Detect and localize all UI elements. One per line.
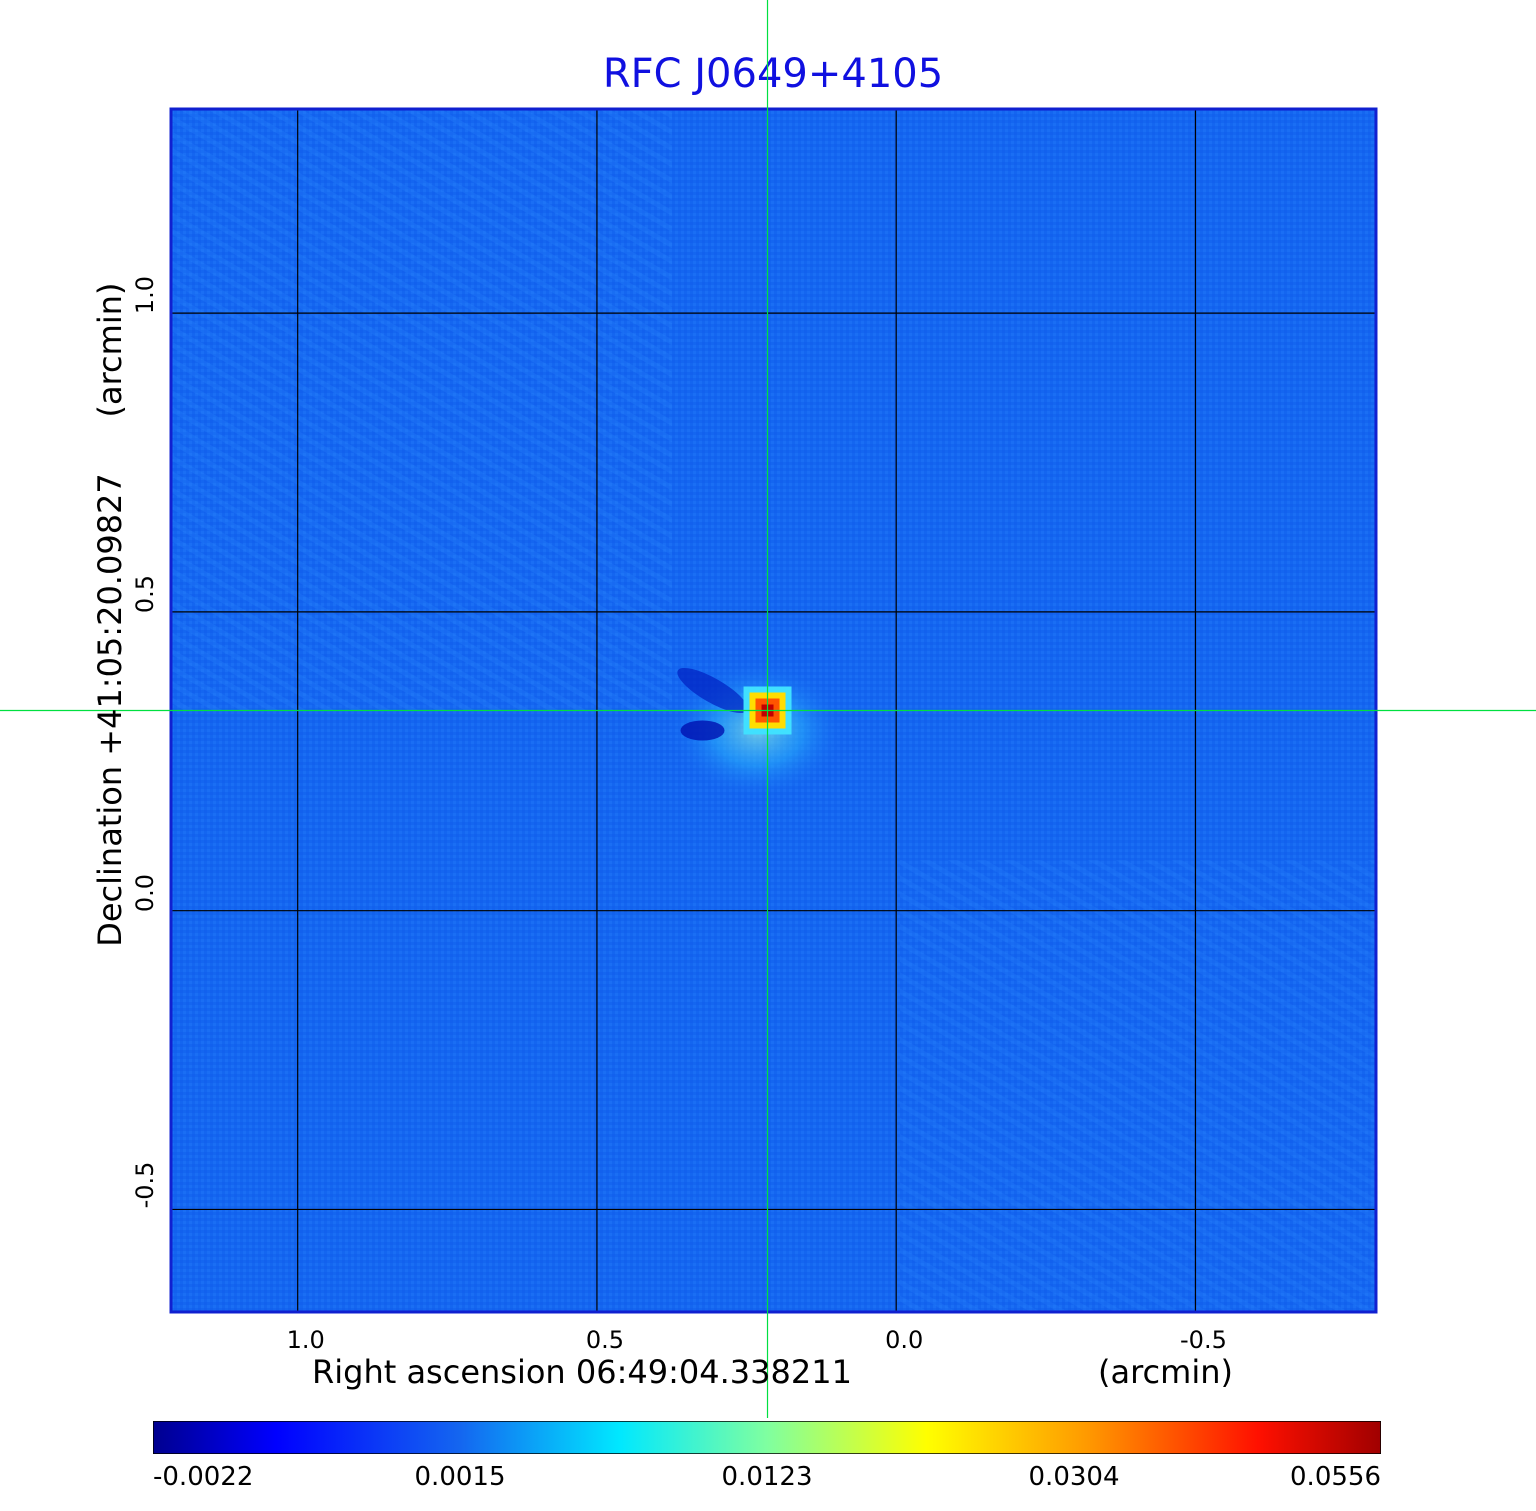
negative-lobe — [680, 720, 725, 741]
image-plot[interactable] — [0, 0, 1536, 1420]
colorbar-tick-label: 0.0123 — [721, 1462, 813, 1492]
y-axis-unit: (arcmin) — [91, 282, 129, 418]
sidelobe-stripes — [172, 110, 672, 710]
negative-lobe — [677, 667, 748, 714]
x-axis-label: Right ascension 06:49:04.338211 — [312, 1353, 852, 1391]
x-tick-label: 1.0 — [286, 1326, 325, 1354]
y-tick-label: 1.0 — [131, 276, 159, 315]
chart-title: RFC J0649+4105 — [602, 51, 944, 97]
y-tick-label: 0.5 — [131, 574, 159, 613]
colorbar-tick-label: 0.0015 — [414, 1462, 506, 1492]
sidelobe-stripes-lower — [900, 860, 1375, 1311]
colorbar-tick-label: -0.0022 — [153, 1462, 254, 1492]
colorbar-tick-label: 0.0556 — [1290, 1462, 1381, 1492]
bright-source[interactable] — [667, 660, 848, 801]
y-tick-label: -0.5 — [131, 1162, 159, 1209]
x-tick-label: 0.5 — [585, 1326, 625, 1354]
colorbar-gradient — [153, 1421, 1381, 1454]
x-axis-unit: (arcmin) — [1098, 1353, 1233, 1391]
colorbar-tick-label: 0.0304 — [1028, 1462, 1120, 1492]
colorbar — [153, 1421, 1381, 1454]
x-tick-label: 0.0 — [885, 1326, 924, 1354]
y-tick-label: 0.0 — [131, 873, 159, 912]
crosshair — [0, 0, 1536, 1418]
x-tick-label: -0.5 — [1180, 1326, 1227, 1354]
y-axis-label: Declination +41:05:20.09827 — [91, 473, 129, 947]
